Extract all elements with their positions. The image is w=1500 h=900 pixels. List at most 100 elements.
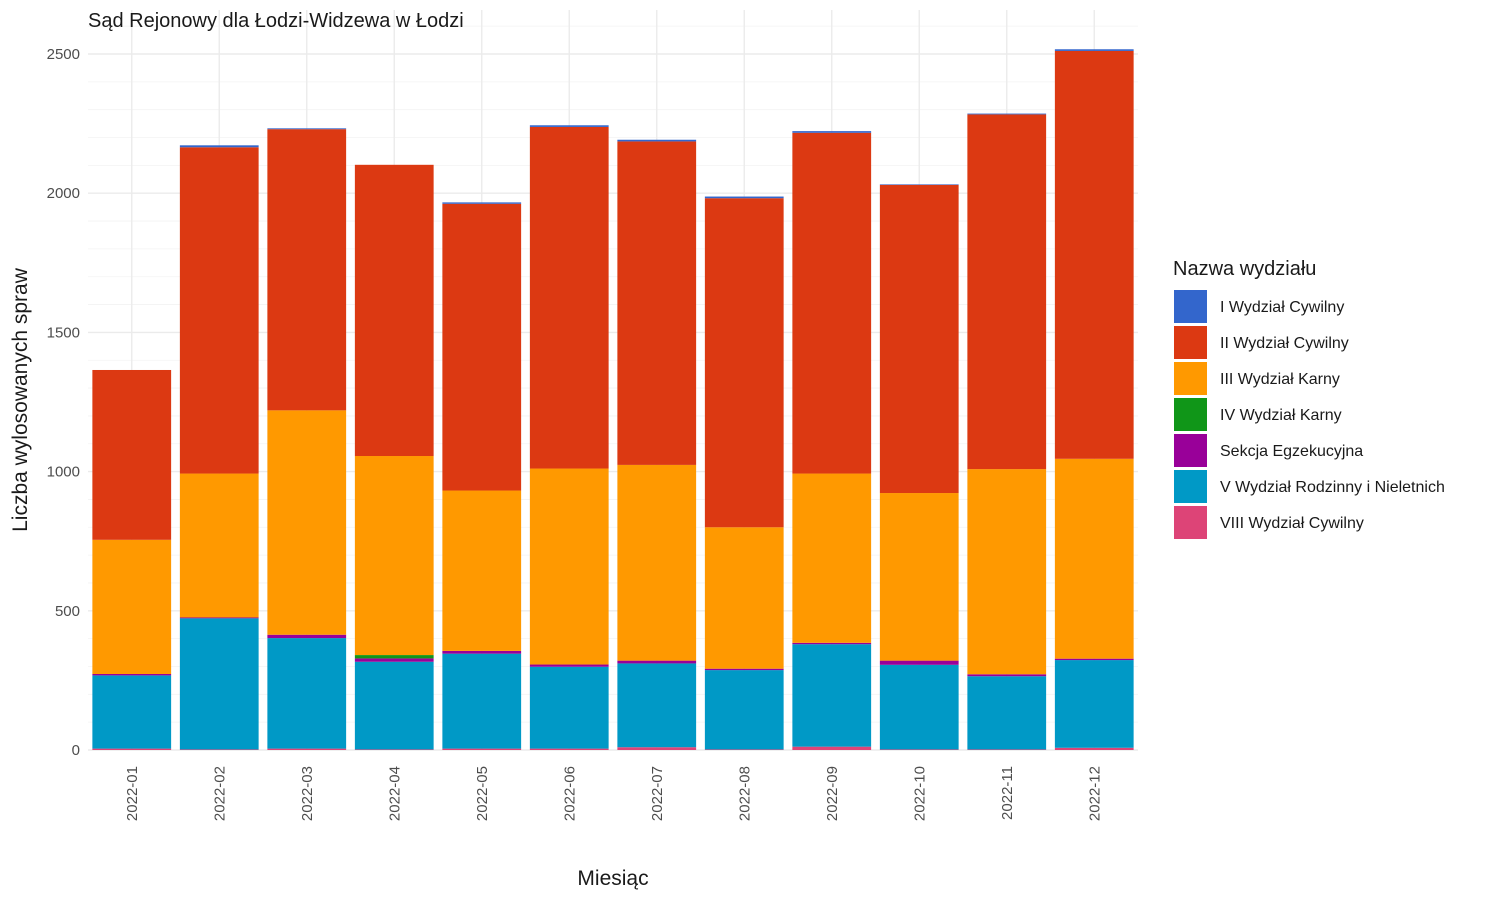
bar-segment [529, 126, 609, 469]
bar-segment [967, 469, 1047, 675]
y-tick-label: 2500 [47, 46, 80, 63]
x-axis-title: Miesiąc [577, 867, 648, 890]
bar-segment [267, 410, 347, 635]
bar-segment [442, 490, 522, 651]
legend-swatch [1174, 398, 1207, 431]
bar-segment [617, 660, 697, 664]
legend-swatch [1174, 362, 1207, 395]
bar-segment [529, 664, 609, 667]
bar-segment [442, 748, 522, 750]
bar-segment [617, 139, 697, 142]
y-tick-label: 1500 [47, 324, 80, 341]
bar-segment [529, 748, 609, 750]
bar-segment [267, 128, 347, 130]
bar-segment [879, 184, 959, 185]
bar-segment [1054, 747, 1134, 750]
bar-segment [92, 369, 172, 540]
bar-segment [92, 673, 172, 676]
legend-label: IV Wydział Karny [1220, 407, 1342, 424]
chart-title: Sąd Rejonowy dla Łodzi-Widzewa w Łodzi [88, 10, 464, 32]
bar-segment [879, 660, 959, 665]
legend-swatch [1174, 290, 1207, 323]
bar-segment [354, 164, 434, 457]
bar-segment [879, 184, 959, 494]
x-axis-ticks: 2022-01 2022-02 2022-03 2022-04 2022-05 2022-… [124, 766, 1104, 821]
legend-label: III Wydział Karny [1220, 371, 1340, 388]
bar-segment [792, 473, 872, 643]
y-axis-ticks: 0 500 1000 1500 2000 2500 [47, 46, 80, 759]
bar-segment [442, 653, 522, 749]
bar-segment [967, 674, 1047, 677]
bar-segment [179, 749, 259, 750]
bar-segment [267, 634, 347, 639]
bar-segment [267, 748, 347, 750]
bar-segment [267, 129, 347, 411]
bar-segment [354, 655, 434, 659]
bar-segment [792, 746, 872, 750]
x-tick-label: 2022-06 [561, 766, 578, 821]
x-tick-label: 2022-02 [211, 766, 228, 821]
y-tick-label: 0 [72, 742, 80, 759]
bar-segment [704, 198, 784, 528]
x-tick-label: 2022-04 [386, 766, 403, 821]
bar-segment [704, 670, 784, 750]
bar-segment [354, 749, 434, 750]
bar-segment [792, 131, 872, 133]
bar-segment [792, 644, 872, 747]
x-tick-label: 2022-03 [299, 766, 316, 821]
bar-segment [1054, 49, 1134, 51]
legend-label: Sekcja Egzekucyjna [1220, 443, 1363, 460]
bar-segment [879, 664, 959, 750]
bar-segment [1054, 458, 1134, 659]
x-tick-label: 2022-01 [124, 766, 141, 821]
bar-segment [704, 527, 784, 669]
bar-segment [179, 473, 259, 618]
bar-segment [967, 749, 1047, 750]
bar-segment [617, 141, 697, 465]
bar-segment [967, 676, 1047, 750]
bar-segment [442, 203, 522, 491]
bar-segment [879, 493, 959, 661]
bar-segment [704, 749, 784, 750]
bar-segment [1054, 658, 1134, 661]
bar-segment [1054, 660, 1134, 748]
legend-swatch [1174, 434, 1207, 467]
x-tick-label: 2022-10 [911, 766, 928, 821]
bar-segment [617, 747, 697, 750]
x-tick-label: 2022-09 [824, 766, 841, 821]
legend-label: I Wydział Cywilny [1220, 299, 1344, 316]
x-tick-label: 2022-08 [736, 766, 753, 821]
bar-segment [92, 675, 172, 749]
x-tick-label: 2022-12 [1086, 766, 1103, 821]
bar-segment [354, 456, 434, 656]
bars [92, 49, 1134, 750]
bar-segment [92, 539, 172, 674]
x-tick-label: 2022-11 [999, 766, 1016, 820]
bar-segment [179, 147, 259, 474]
bar-segment [967, 113, 1047, 115]
bar-segment [1054, 50, 1134, 459]
bar-segment [267, 638, 347, 749]
legend-swatch [1174, 326, 1207, 359]
y-tick-label: 2000 [47, 185, 80, 202]
bar-segment [529, 468, 609, 665]
legend: Nazwa wydziału I Wydział Cywilny II Wydzi… [1173, 258, 1445, 539]
bar-segment [442, 202, 522, 204]
bar-segment [179, 617, 259, 619]
x-tick-label: 2022-05 [474, 766, 491, 821]
bar-segment [442, 650, 522, 654]
legend-swatch [1174, 506, 1207, 539]
bar-segment [792, 642, 872, 645]
bar-segment [529, 125, 609, 127]
y-axis-title: Liczba wylosowanych spraw [9, 267, 32, 532]
bar-segment [92, 748, 172, 750]
bar-segment [967, 114, 1047, 470]
bar-segment [529, 666, 609, 749]
legend-label: II Wydział Cywilny [1220, 335, 1349, 352]
bar-segment [179, 618, 259, 750]
bar-segment [792, 132, 872, 474]
y-tick-label: 500 [55, 603, 80, 620]
bar-segment [617, 663, 697, 748]
bar-segment [179, 145, 259, 148]
